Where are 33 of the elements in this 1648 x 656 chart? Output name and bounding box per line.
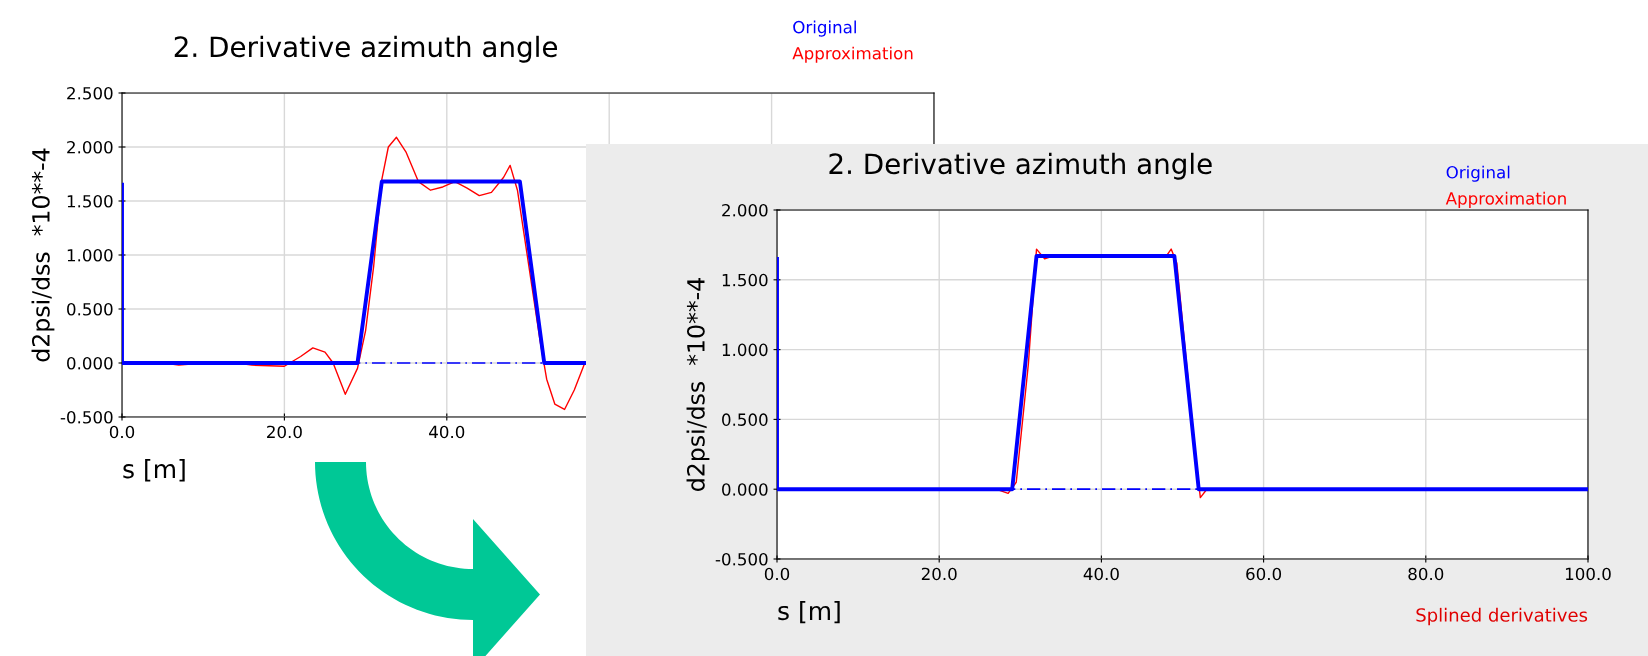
x-tick-label: 80.0 bbox=[1408, 567, 1444, 581]
x-tick-label: 0.0 bbox=[109, 425, 135, 439]
text: Original bbox=[1446, 165, 1510, 182]
x-tick-label: 20.0 bbox=[921, 567, 957, 581]
y-tick-label: 1.500 bbox=[722, 273, 768, 287]
x-tick-label: 40.0 bbox=[1083, 567, 1119, 581]
x-tick-label: 60.0 bbox=[1246, 567, 1282, 581]
y-tick-label: 0.000 bbox=[67, 356, 113, 370]
text: Approximation bbox=[1445, 191, 1566, 208]
x-tick-label: 100.0 bbox=[1565, 567, 1611, 581]
text: Approximation bbox=[792, 46, 913, 63]
text: Original bbox=[793, 20, 856, 37]
y-tick-label: 2.500 bbox=[67, 86, 113, 100]
y-tick-label: 1.000 bbox=[67, 248, 113, 262]
y-axis-title: d2psi/dss *10**-4 bbox=[686, 278, 710, 491]
y-tick-label: 0.500 bbox=[67, 302, 113, 316]
y-tick-label: 0.500 bbox=[722, 413, 768, 426]
x-tick-label: 40.0 bbox=[429, 425, 465, 439]
chart-title: 2. Derivative azimuth angle bbox=[174, 35, 557, 63]
x-axis-title: s [m] bbox=[778, 600, 840, 624]
y-tick-label: 1.500 bbox=[67, 194, 113, 208]
y-tick-label: 2.000 bbox=[722, 203, 768, 217]
y-tick-label: 2.000 bbox=[67, 140, 113, 154]
y-tick-label: -0.500 bbox=[715, 552, 768, 566]
y-tick-label: 0.000 bbox=[722, 483, 768, 496]
chart-title: 2. Derivative azimuth angle bbox=[829, 152, 1212, 180]
y-tick-label: -0.500 bbox=[60, 410, 113, 424]
x-tick-label: 0.0 bbox=[764, 567, 790, 581]
x-axis-title: s [m] bbox=[123, 459, 185, 482]
y-axis-title: d2psi/dss *10**-4 bbox=[31, 148, 55, 362]
x-tick-label: 20.0 bbox=[267, 425, 302, 439]
text: Splined derivatives bbox=[1416, 607, 1588, 626]
y-tick-label: 1.000 bbox=[722, 343, 768, 357]
